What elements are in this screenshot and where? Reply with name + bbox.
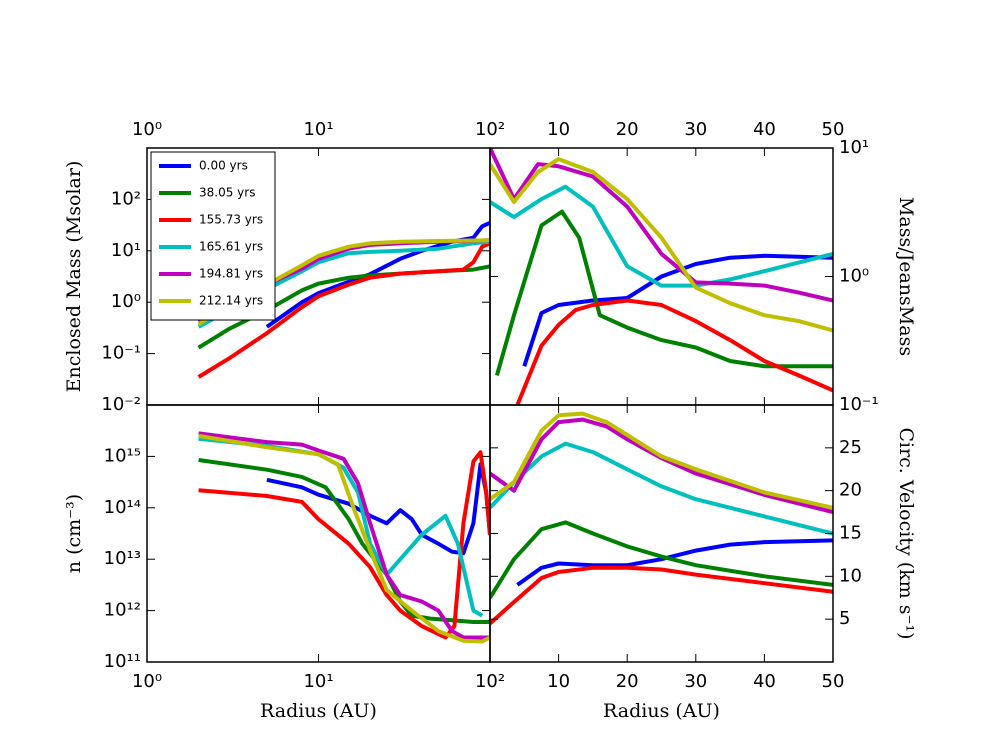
y-tick-label: 10¹ — [839, 137, 869, 158]
series-line — [197, 241, 490, 379]
x-tick-label: 10⁰ — [132, 119, 162, 140]
x-tick-label: 10¹ — [303, 671, 333, 692]
y-tick-label: 10¹³ — [104, 548, 141, 569]
y-axis-label: Enclosed Mass (Msolar) — [63, 161, 85, 393]
y-tick-label: 10⁰ — [839, 266, 869, 287]
y-tick-label: 15 — [839, 523, 862, 544]
plot-area — [490, 148, 833, 405]
y-tick-label: 10⁻¹ — [101, 343, 141, 364]
plot-area — [198, 431, 490, 644]
y-tick-label: 10¹⁵ — [104, 445, 141, 466]
series-line — [494, 209, 833, 376]
x-tick-label: 30 — [684, 671, 707, 692]
y-axis-label: Mass/JeansMass — [895, 197, 917, 356]
y-tick-label: 10¹² — [104, 600, 141, 621]
y-tick-label: 5 — [839, 608, 850, 629]
series-line — [522, 253, 833, 367]
legend-label: 155.73 yrs — [199, 213, 263, 227]
y-tick-label: 20 — [839, 480, 862, 501]
legend-label: 212.14 yrs — [199, 294, 263, 308]
series-line — [490, 417, 833, 515]
legend-label: 0.00 yrs — [199, 159, 248, 173]
series-line — [265, 220, 490, 329]
legend-label: 194.81 yrs — [199, 267, 263, 281]
series-line — [198, 433, 490, 644]
x-tick-label: 10 — [547, 119, 570, 140]
y-tick-label: 10⁻² — [101, 394, 141, 415]
x-tick-label: 50 — [822, 671, 845, 692]
series-line — [490, 184, 833, 288]
x-tick-label: 10² — [475, 671, 505, 692]
series-line — [490, 441, 833, 536]
series-line — [490, 148, 833, 303]
x-tick-label: 20 — [616, 671, 639, 692]
series-line — [198, 450, 490, 640]
x-tick-label: 10² — [475, 119, 505, 140]
plot-area — [490, 411, 833, 625]
series-line — [490, 565, 833, 625]
series-line — [515, 298, 833, 405]
x-tick-label: 20 — [616, 119, 639, 140]
y-tick-label: 10 — [839, 565, 862, 586]
x-tick-label: 40 — [753, 671, 776, 692]
y-tick-label: 10² — [111, 188, 141, 209]
y-tick-label: 10¹¹ — [104, 651, 141, 672]
y-tick-label: 10¹⁴ — [104, 497, 141, 518]
y-tick-label: 10⁻¹ — [839, 394, 879, 415]
y-tick-label: 10⁰ — [111, 291, 141, 312]
x-tick-label: 10¹ — [303, 119, 333, 140]
series-line — [516, 538, 833, 587]
series-line — [490, 411, 833, 510]
series-line — [490, 520, 833, 599]
x-axis-label: Radius (AU) — [603, 700, 720, 722]
x-axis-label: Radius (AU) — [260, 700, 377, 722]
legend-label: 165.61 yrs — [199, 240, 263, 254]
y-axis-label: Circ. Velocity (km s⁻¹) — [895, 427, 917, 639]
y-tick-label: 25 — [839, 437, 862, 458]
legend-label: 38.05 yrs — [199, 186, 255, 200]
x-tick-label: 40 — [753, 119, 776, 140]
x-tick-label: 10⁰ — [132, 671, 162, 692]
legend-box — [150, 151, 276, 321]
y-axis-label: n (cm⁻³) — [63, 494, 85, 573]
x-tick-label: 50 — [822, 119, 845, 140]
series-line — [198, 431, 490, 640]
x-tick-label: 30 — [684, 119, 707, 140]
x-tick-label: 10 — [547, 671, 570, 692]
y-tick-label: 10¹ — [111, 240, 141, 261]
series-line — [490, 157, 833, 333]
